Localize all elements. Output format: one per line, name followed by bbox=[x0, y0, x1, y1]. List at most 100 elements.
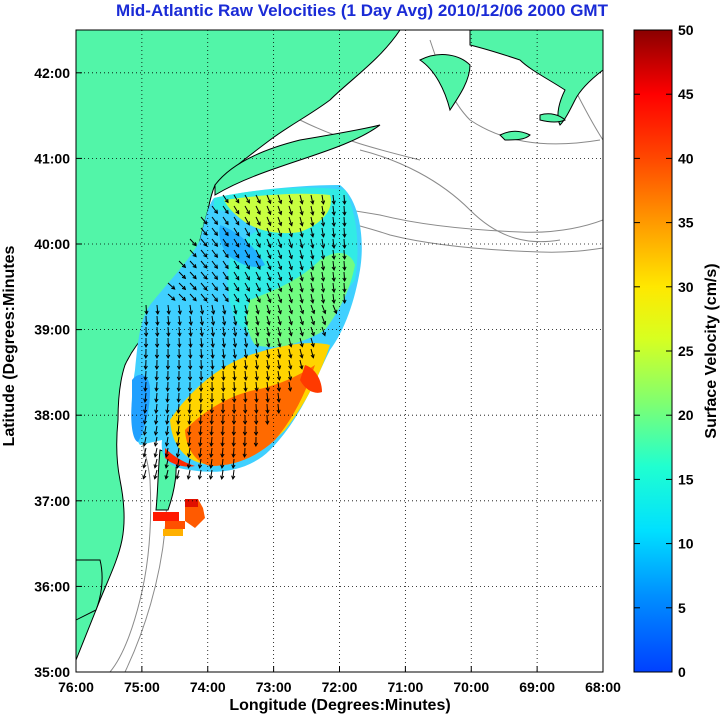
velocity-arrow-head bbox=[256, 243, 261, 249]
velocity-arrow bbox=[177, 392, 180, 403]
velocity-arrow-head bbox=[220, 442, 225, 448]
velocity-arrow bbox=[189, 293, 197, 301]
velocity-arrow-head bbox=[235, 221, 240, 226]
velocity-arrow bbox=[143, 436, 147, 446]
velocity-arrow-head bbox=[266, 332, 271, 337]
velocity-arrow bbox=[144, 403, 147, 413]
velocity-arrow bbox=[288, 282, 293, 292]
velocity-arrow bbox=[211, 359, 214, 370]
velocity-arrow bbox=[198, 469, 202, 479]
velocity-arrow bbox=[222, 315, 226, 325]
velocity-arrow bbox=[222, 205, 229, 214]
velocity-arrow-head bbox=[320, 288, 326, 293]
velocity-arrow bbox=[144, 370, 147, 381]
velocity-arrow bbox=[188, 414, 191, 425]
velocity-arrow bbox=[200, 216, 208, 225]
velocity-arrow-head bbox=[299, 200, 304, 205]
velocity-arrow bbox=[222, 216, 229, 225]
velocity-arrow-head bbox=[288, 200, 293, 205]
velocity-arrow bbox=[299, 205, 303, 215]
velocity-arrow bbox=[222, 238, 229, 247]
velocity-arrow bbox=[343, 293, 346, 304]
velocity-arrow-head bbox=[277, 332, 282, 337]
colorbar bbox=[633, 29, 673, 673]
velocity-arrow-head bbox=[276, 409, 281, 414]
y-tick-label: 41:00 bbox=[34, 150, 70, 166]
velocity-arrow bbox=[222, 293, 229, 302]
velocity-arrow-head bbox=[235, 276, 240, 281]
velocity-arrow bbox=[211, 271, 218, 280]
velocity-arrow-head bbox=[320, 277, 326, 282]
velocity-arrow-head bbox=[154, 376, 159, 382]
velocity-arrow bbox=[187, 458, 191, 468]
velocity-arrow bbox=[200, 271, 208, 280]
velocity-arrow-head bbox=[176, 420, 181, 425]
velocity-arrow-head bbox=[177, 332, 182, 338]
velocity-arrow bbox=[199, 436, 202, 447]
velocity-arrow bbox=[243, 447, 246, 458]
velocity-arrow bbox=[211, 326, 214, 336]
x-tick-label: 69:00 bbox=[519, 679, 555, 695]
velocity-arrow-head bbox=[214, 253, 219, 259]
velocity-arrow bbox=[178, 304, 181, 314]
velocity-arrow bbox=[244, 359, 247, 369]
velocity-arrow-head bbox=[232, 387, 237, 393]
velocity-arrow bbox=[176, 469, 180, 479]
velocity-arrow bbox=[299, 304, 304, 314]
velocity-arrow bbox=[255, 293, 261, 303]
velocity-arrow bbox=[177, 436, 180, 446]
velocity-arrow-head bbox=[322, 320, 327, 326]
velocity-arrow bbox=[343, 249, 346, 260]
velocity-arrow-head bbox=[154, 387, 159, 393]
velocity-arrow-head bbox=[255, 343, 260, 348]
x-tick-label: 76:00 bbox=[58, 679, 94, 695]
velocity-arrow bbox=[189, 326, 192, 337]
velocity-arrow bbox=[232, 447, 235, 458]
velocity-arrow-head bbox=[221, 387, 226, 393]
velocity-arrow-head bbox=[235, 265, 240, 270]
velocity-arrow-head bbox=[244, 332, 249, 337]
velocity-arrow-head bbox=[188, 354, 193, 360]
velocity-arrow bbox=[255, 205, 261, 215]
velocity-arrow bbox=[266, 194, 272, 204]
velocity-arrow bbox=[299, 194, 303, 204]
velocity-arrow bbox=[166, 392, 169, 403]
velocity-arrow-head bbox=[153, 475, 158, 480]
velocity-arrow-head bbox=[142, 475, 147, 480]
velocity-arrow bbox=[144, 392, 147, 402]
velocity-arrow-head bbox=[235, 287, 240, 292]
velocity-arrow-head bbox=[255, 310, 260, 315]
velocity-arrow bbox=[244, 194, 250, 204]
velocity-arrow-head bbox=[155, 321, 160, 327]
velocity-arrow-head bbox=[242, 431, 248, 437]
velocity-arrow bbox=[221, 447, 224, 458]
y-tick-label: 35:00 bbox=[34, 664, 70, 680]
velocity-arrow bbox=[211, 282, 218, 291]
velocity-arrow bbox=[165, 458, 169, 468]
velocity-arrow bbox=[266, 304, 270, 314]
velocity-arrow-head bbox=[266, 343, 271, 348]
velocity-arrow bbox=[178, 326, 181, 337]
velocity-arrow-head bbox=[277, 365, 282, 370]
velocity-arrow-head bbox=[220, 464, 225, 469]
velocity-arrow bbox=[154, 447, 158, 457]
velocity-arrow-head bbox=[192, 264, 197, 269]
velocity-arrow bbox=[255, 260, 261, 270]
velocity-arrow bbox=[244, 381, 247, 392]
velocity-arrow-head bbox=[342, 299, 347, 305]
velocity-arrow bbox=[266, 216, 272, 226]
velocity-arrow-head bbox=[175, 464, 180, 469]
velocity-arrow bbox=[233, 326, 237, 336]
velocity-arrow bbox=[277, 216, 282, 226]
y-tick-label: 40:00 bbox=[34, 236, 70, 252]
velocity-arrow-head bbox=[181, 296, 187, 302]
velocity-arrow bbox=[143, 425, 147, 435]
velocity-arrow bbox=[277, 348, 281, 358]
velocity-arrow-head bbox=[166, 343, 171, 349]
velocity-arrow bbox=[288, 315, 293, 325]
velocity-arrow bbox=[189, 337, 192, 348]
y-axis-ticks: 35:00 36:00 37:00 38:00 39:00 40:00 41:00 42:00 bbox=[34, 65, 82, 680]
velocity-arrow-head bbox=[224, 253, 229, 259]
x-tick-label: 71:00 bbox=[387, 679, 423, 695]
velocity-arrow bbox=[332, 293, 335, 303]
